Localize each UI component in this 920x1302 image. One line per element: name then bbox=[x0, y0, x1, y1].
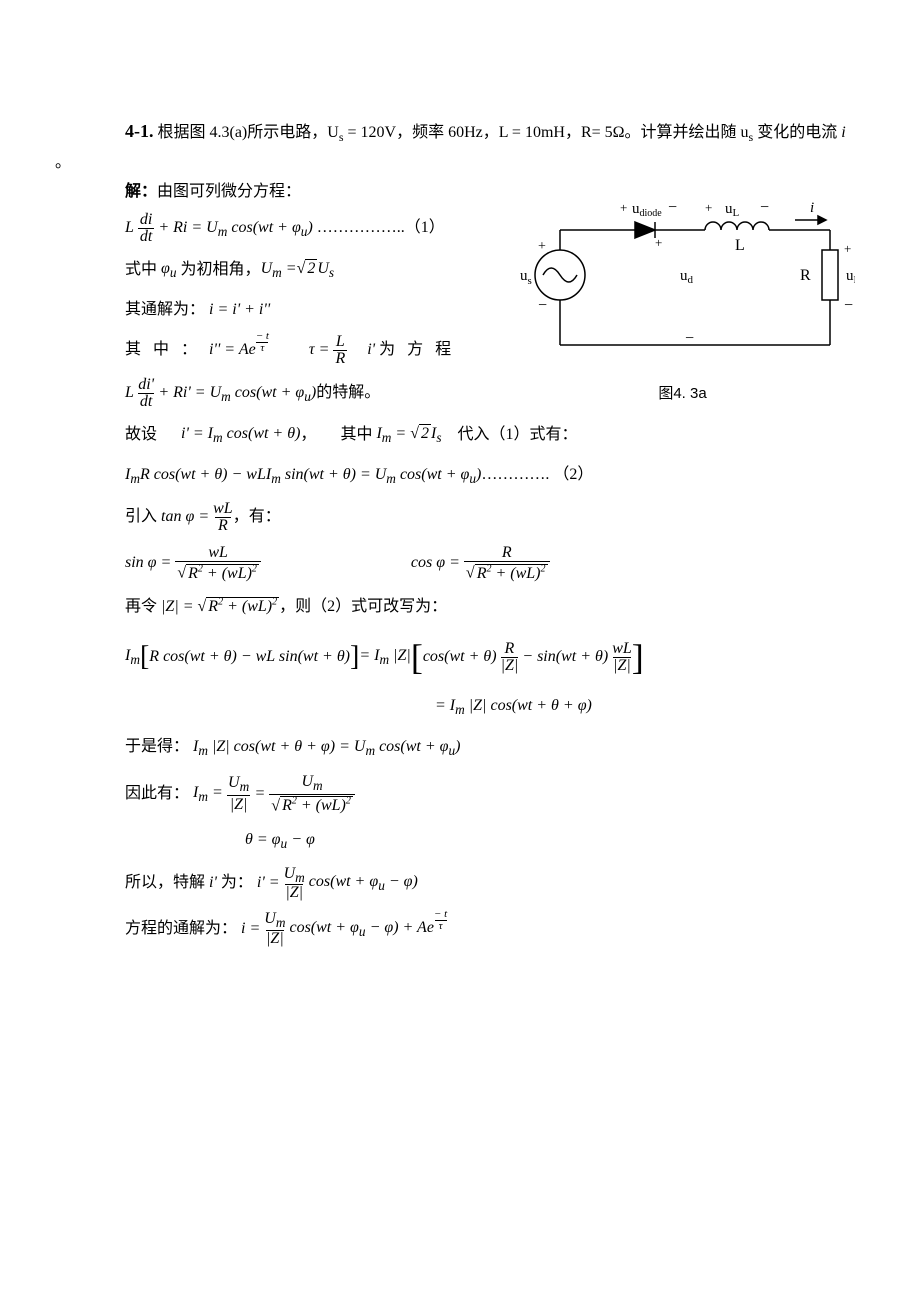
l6mid: 其中 bbox=[340, 421, 372, 450]
circuit-svg: us + − + udiode − + uL − L i ud + − R bbox=[510, 195, 855, 365]
svg-text:udiode: udiode bbox=[632, 201, 662, 219]
circuit-diagram: us + − + udiode − + uL − L i ud + − R bbox=[510, 195, 855, 390]
svg-text:−: − bbox=[538, 297, 547, 314]
line-8: 再令 |Z| = √R2 + (wL)2 ，则（2）式可改写为： bbox=[55, 593, 855, 622]
l2b: 为初相角， bbox=[181, 256, 261, 285]
svg-text:+: + bbox=[655, 235, 662, 250]
svg-text:+: + bbox=[705, 200, 712, 215]
l5suf: 的特解。 bbox=[316, 379, 380, 408]
theta-eq: θ = φu − φ bbox=[55, 826, 855, 856]
l12: 方程的通解为： bbox=[125, 915, 237, 944]
prob-end: 。 bbox=[55, 154, 71, 171]
l6b: 代入（1）式有： bbox=[458, 421, 578, 450]
svg-text:us: us bbox=[520, 268, 532, 287]
line-4: 其 中 ： i'' = Ae − tτ τ = LR i' 为 方 程 bbox=[55, 334, 525, 367]
problem-statement: 4-1. 根据图 4.3(a)所示电路，Us = 120V，频率 60Hz，L … bbox=[55, 115, 855, 178]
line-7: 引入 tan φ = wLR ，有： bbox=[55, 501, 855, 534]
l7a: 引入 bbox=[125, 503, 157, 532]
bracket-eq-2: = Im |Z| cos(wt + θ + φ) bbox=[55, 692, 855, 722]
problem-number: 4-1. bbox=[125, 121, 154, 141]
l11a: 所以，特解 bbox=[125, 869, 205, 898]
circuit-caption: 图4. 3a bbox=[510, 380, 855, 407]
svg-text:+: + bbox=[844, 241, 851, 256]
line-9: 于是得： Im |Z| cos(wt + θ + φ) = Um cos(wt … bbox=[55, 733, 855, 763]
prob-i: i bbox=[841, 124, 845, 141]
svg-text:+: + bbox=[620, 200, 627, 215]
l8a: 再令 bbox=[125, 593, 157, 622]
line-2: 式中 φu 为初相角， Um = √2Us bbox=[55, 255, 525, 285]
solution-heading: 解：由图可列微分方程： bbox=[55, 178, 525, 207]
l11b: 为： bbox=[221, 869, 253, 898]
line-6: 故设 i' = Im cos(wt + θ) ， 其中 Im = √2Is 代入… bbox=[55, 420, 855, 450]
eq2suf: …………. （2） bbox=[481, 461, 593, 490]
l10: 因此有： bbox=[125, 780, 189, 809]
line-10: 因此有： Im = Um|Z| = Um √R2 + (wL)2 bbox=[55, 773, 855, 816]
svg-text:ud: ud bbox=[680, 268, 694, 286]
l4a: 其 中 ： bbox=[125, 336, 201, 365]
l9: 于是得： bbox=[125, 733, 189, 762]
svg-text:L: L bbox=[735, 237, 745, 254]
page: 4-1. 根据图 4.3(a)所示电路，Us = 120V，频率 60Hz，L … bbox=[0, 0, 920, 1302]
l2a: 式中 bbox=[125, 256, 157, 285]
l4mid: 为 方 程 bbox=[379, 336, 455, 365]
line-11: 所以，特解 i' 为： i' = Um|Z| cos(wt + φu − φ) bbox=[55, 866, 855, 902]
prob-text-2: = 120V，频率 60Hz，L = 10mH，R= 5Ω。计算并绘出随 u bbox=[344, 124, 749, 141]
svg-text:uR: uR bbox=[846, 268, 855, 286]
l3: 其通解为： bbox=[125, 296, 205, 325]
solution-label: 解： bbox=[125, 183, 157, 200]
svg-text:uL: uL bbox=[725, 201, 740, 219]
prob-text-3: 变化的电流 bbox=[753, 124, 841, 141]
svg-text:−: − bbox=[668, 199, 677, 216]
svg-text:R: R bbox=[800, 267, 811, 284]
svg-text:−: − bbox=[685, 330, 694, 347]
l6a: 故设 bbox=[125, 421, 157, 450]
l8b: ，则（2）式可改写为： bbox=[279, 593, 447, 622]
svg-text:i: i bbox=[810, 200, 814, 216]
line-12: 方程的通解为： i = Um|Z| cos(wt + φu − φ) + Ae … bbox=[55, 911, 855, 947]
sin-cos-row: sin φ = wL √R2 + (wL)2 cos φ = R √R2 + (… bbox=[55, 544, 855, 584]
equation-2: ImR cos(wt + θ) − wLIm sin(wt + θ) = Um … bbox=[55, 461, 855, 491]
line-1: 由图可列微分方程： bbox=[157, 183, 301, 200]
svg-text:−: − bbox=[760, 199, 769, 216]
prob-text-1: 根据图 4.3(a)所示电路，U bbox=[154, 124, 339, 141]
svg-text:+: + bbox=[538, 239, 546, 254]
line-3: 其通解为： i = i' + i'' bbox=[55, 296, 525, 325]
l7b: ，有： bbox=[233, 503, 281, 532]
equation-1: L didt + Ri = Um cos(wt + φu) ……………..（1） bbox=[55, 212, 525, 245]
svg-text:−: − bbox=[844, 297, 853, 314]
bracket-eq-1: Im [ R cos(wt + θ) − wL sin(wt + θ) ] = … bbox=[55, 632, 855, 682]
